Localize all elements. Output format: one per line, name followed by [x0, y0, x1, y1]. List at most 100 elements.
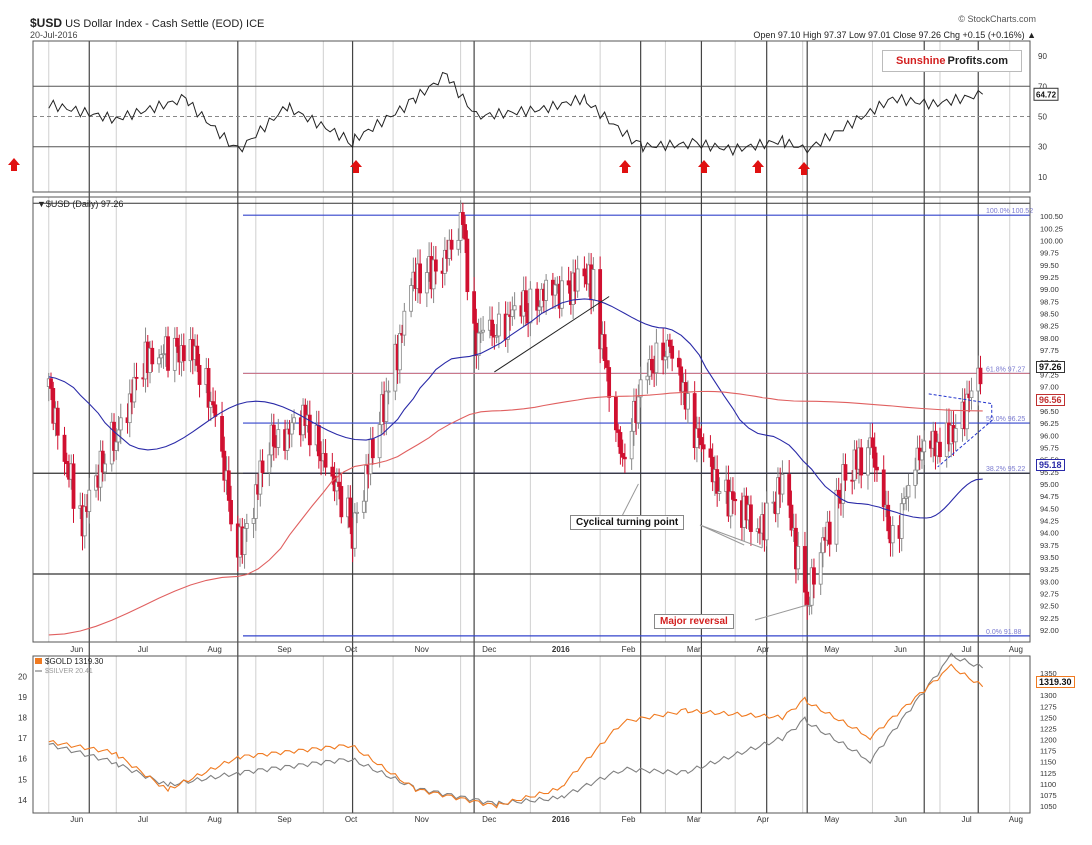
candle-body: [181, 345, 186, 362]
candle-body: [490, 319, 495, 336]
price-tick-label: 98.00: [1040, 334, 1059, 343]
candle-body: [670, 345, 675, 359]
gold-line: [48, 663, 984, 809]
x-axis-label-bottom: Aug: [1009, 815, 1023, 824]
candle-body: [665, 339, 670, 358]
rsi-line: [48, 71, 984, 157]
x-axis-label-price: Aug: [1009, 645, 1023, 654]
silver-tick-label: 14: [18, 796, 27, 805]
x-axis-label-price: Mar: [687, 645, 701, 654]
candle-body: [622, 456, 627, 460]
x-axis-label-price: Apr: [757, 645, 770, 654]
candle-body: [978, 367, 983, 385]
candle-body: [697, 428, 702, 438]
candle-body: [339, 486, 344, 518]
candle-body: [875, 466, 879, 471]
candle-body: [100, 450, 105, 473]
rsi-current-label: 64.72: [1036, 90, 1057, 99]
candle-body: [695, 428, 699, 449]
candle-body: [618, 432, 623, 454]
candle-body: [899, 503, 904, 539]
fibonacci-level-label: 0.0% 91.88: [986, 629, 1022, 636]
candle-body: [481, 329, 486, 333]
candle-body: [607, 367, 612, 398]
gold-tick-label: 1050: [1040, 802, 1057, 811]
price-tick-label: 97.00: [1040, 383, 1059, 392]
callout-pointer: [699, 524, 745, 546]
gold-tick-label: 1100: [1040, 780, 1056, 789]
candle-body: [922, 440, 927, 453]
candle-body: [663, 356, 668, 361]
price-tick-label: 93.25: [1040, 565, 1059, 574]
candle-body: [591, 269, 596, 301]
x-axis-label-bottom: Aug: [208, 815, 222, 824]
ma200-line: [48, 390, 983, 636]
x-axis-label-price: Oct: [345, 645, 358, 654]
rsi-tick-label: 90: [1038, 52, 1047, 61]
candle-body: [821, 537, 825, 554]
silver-tick-label: 15: [18, 775, 27, 784]
candle-body: [818, 552, 823, 585]
source-credit: © StockCharts.com: [958, 14, 1036, 24]
x-axis-label-price: Jul: [961, 645, 971, 654]
candle-body: [118, 417, 123, 431]
candle-body: [805, 591, 810, 606]
candle-body: [175, 337, 179, 347]
logo-part-1: Sunshine: [895, 55, 946, 67]
candle-body: [220, 416, 224, 452]
candle-body: [701, 444, 706, 450]
x-axis-label-bottom: Feb: [622, 815, 636, 824]
candle-body: [544, 279, 549, 301]
price-tick-label: 93.00: [1040, 577, 1059, 586]
candle-body: [620, 453, 625, 458]
silver-tick-label: 20: [18, 672, 27, 681]
candle-body: [229, 500, 233, 525]
x-axis-label-price: Feb: [622, 645, 636, 654]
candle-body: [316, 425, 321, 457]
price-tick-label: 93.50: [1040, 553, 1059, 562]
x-axis-label-price: Aug: [208, 645, 222, 654]
gold-tick-label: 1075: [1040, 791, 1057, 800]
price-tick-label: 92.50: [1040, 602, 1059, 611]
candle-body: [195, 345, 200, 366]
x-axis: Jun Jun Jul Jul Aug Aug Sep Sep Oct Oct Nov Nov Dec D…: [70, 645, 1023, 824]
x-axis-label-bottom: Mar: [687, 815, 701, 824]
candle-body: [920, 451, 924, 461]
rsi-tick-label: 70: [1038, 82, 1047, 91]
chart-ticker-line: $USD US Dollar Index - Cash Settle (EOD)…: [30, 16, 264, 30]
candle-body: [251, 518, 256, 524]
candle-body: [890, 525, 895, 544]
candle-body: [71, 463, 76, 509]
candle-body: [166, 336, 170, 371]
x-axis-label-bottom: Jul: [138, 815, 148, 824]
silver-tick-label: 17: [18, 734, 27, 743]
candle-body: [616, 429, 621, 433]
candle-body: [458, 212, 463, 241]
gold-tick-label: 1200: [1040, 736, 1057, 745]
price-tag-ma200: 96.56: [1036, 394, 1065, 406]
candle-body: [49, 378, 53, 389]
candle-body: [505, 314, 510, 340]
candle-body: [523, 290, 528, 312]
gold-tick-label: 1250: [1040, 713, 1057, 722]
candle-body: [661, 342, 666, 361]
x-axis-label-bottom: Apr: [757, 815, 770, 824]
candle-body: [463, 224, 468, 240]
candle-body: [258, 460, 263, 495]
cyclical-turning-point-label: Cyclical turning point: [570, 515, 685, 530]
candle-body: [197, 364, 202, 385]
candle-body: [494, 335, 499, 338]
gold-tick-label: 1350: [1040, 669, 1057, 678]
candle-body: [456, 239, 461, 250]
candle-body: [654, 342, 659, 374]
price-tick-label: 94.25: [1040, 516, 1059, 525]
candle-body: [157, 357, 161, 365]
ticker-symbol: $USD: [30, 16, 63, 30]
candle-body: [686, 393, 690, 410]
x-axis-label-price: Sep: [277, 645, 292, 654]
price-tag-gold: 1319.30: [1036, 676, 1075, 688]
gold-tick-label: 1225: [1040, 724, 1057, 733]
candle-body: [386, 390, 391, 393]
candle-body: [355, 511, 359, 514]
candle-body: [604, 360, 609, 368]
